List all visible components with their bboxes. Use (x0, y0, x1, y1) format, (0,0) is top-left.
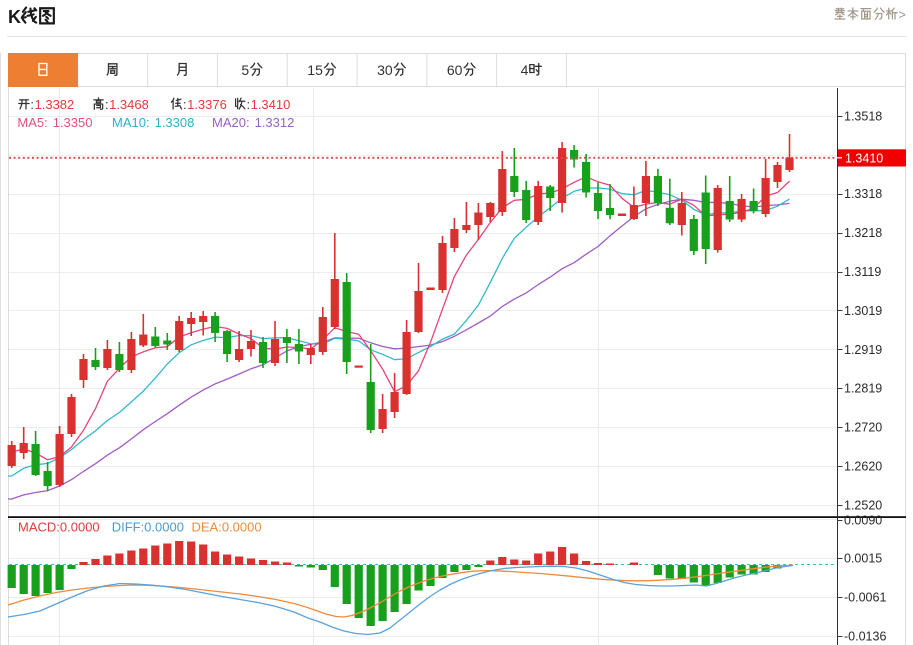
svg-text:-0.0136: -0.0136 (844, 629, 886, 643)
svg-text:1.3019: 1.3019 (844, 304, 882, 318)
svg-text:1.3518: 1.3518 (844, 109, 882, 123)
svg-text:>: > (898, 7, 906, 22)
svg-text:MA20:: MA20: (212, 115, 250, 130)
svg-text:1.3312: 1.3312 (255, 115, 295, 130)
svg-text:4: 4 (521, 62, 529, 78)
svg-text:DIFF:0.0000: DIFF:0.0000 (112, 520, 184, 535)
svg-text:1.3308: 1.3308 (155, 115, 195, 130)
svg-text:0.0015: 0.0015 (844, 552, 882, 566)
svg-text:1.2919: 1.2919 (844, 343, 882, 357)
svg-text:60: 60 (447, 62, 463, 78)
svg-text:K: K (8, 7, 21, 27)
svg-text:1.3218: 1.3218 (844, 226, 882, 240)
svg-text::: : (105, 97, 109, 112)
svg-text:MACD:0.0000: MACD:0.0000 (18, 520, 100, 535)
svg-text:1.2819: 1.2819 (844, 382, 882, 396)
svg-text::: : (30, 97, 34, 112)
svg-text:MA10:: MA10: (112, 115, 150, 130)
svg-text:1.2520: 1.2520 (844, 498, 882, 512)
svg-text:30: 30 (377, 62, 393, 78)
svg-text:-0.0061: -0.0061 (844, 591, 886, 605)
svg-text:1.3410: 1.3410 (845, 151, 883, 165)
svg-text:0.0090: 0.0090 (844, 513, 882, 527)
svg-text:1.3410: 1.3410 (251, 97, 291, 112)
svg-text::: : (247, 97, 251, 112)
svg-text:5: 5 (241, 62, 249, 78)
svg-text:1.3376: 1.3376 (187, 97, 227, 112)
svg-text::: : (183, 97, 187, 112)
svg-text:1.3318: 1.3318 (844, 187, 882, 201)
svg-text:1.2620: 1.2620 (844, 460, 882, 474)
svg-text:1.3468: 1.3468 (109, 97, 149, 112)
svg-text:15: 15 (307, 62, 323, 78)
svg-text:DEA:0.0000: DEA:0.0000 (192, 520, 262, 535)
svg-text:1.2720: 1.2720 (844, 421, 882, 435)
svg-text:1.3350: 1.3350 (53, 115, 93, 130)
svg-text:MA5:: MA5: (17, 115, 47, 130)
svg-text:1.3119: 1.3119 (844, 265, 881, 279)
svg-text:1.3382: 1.3382 (35, 97, 75, 112)
